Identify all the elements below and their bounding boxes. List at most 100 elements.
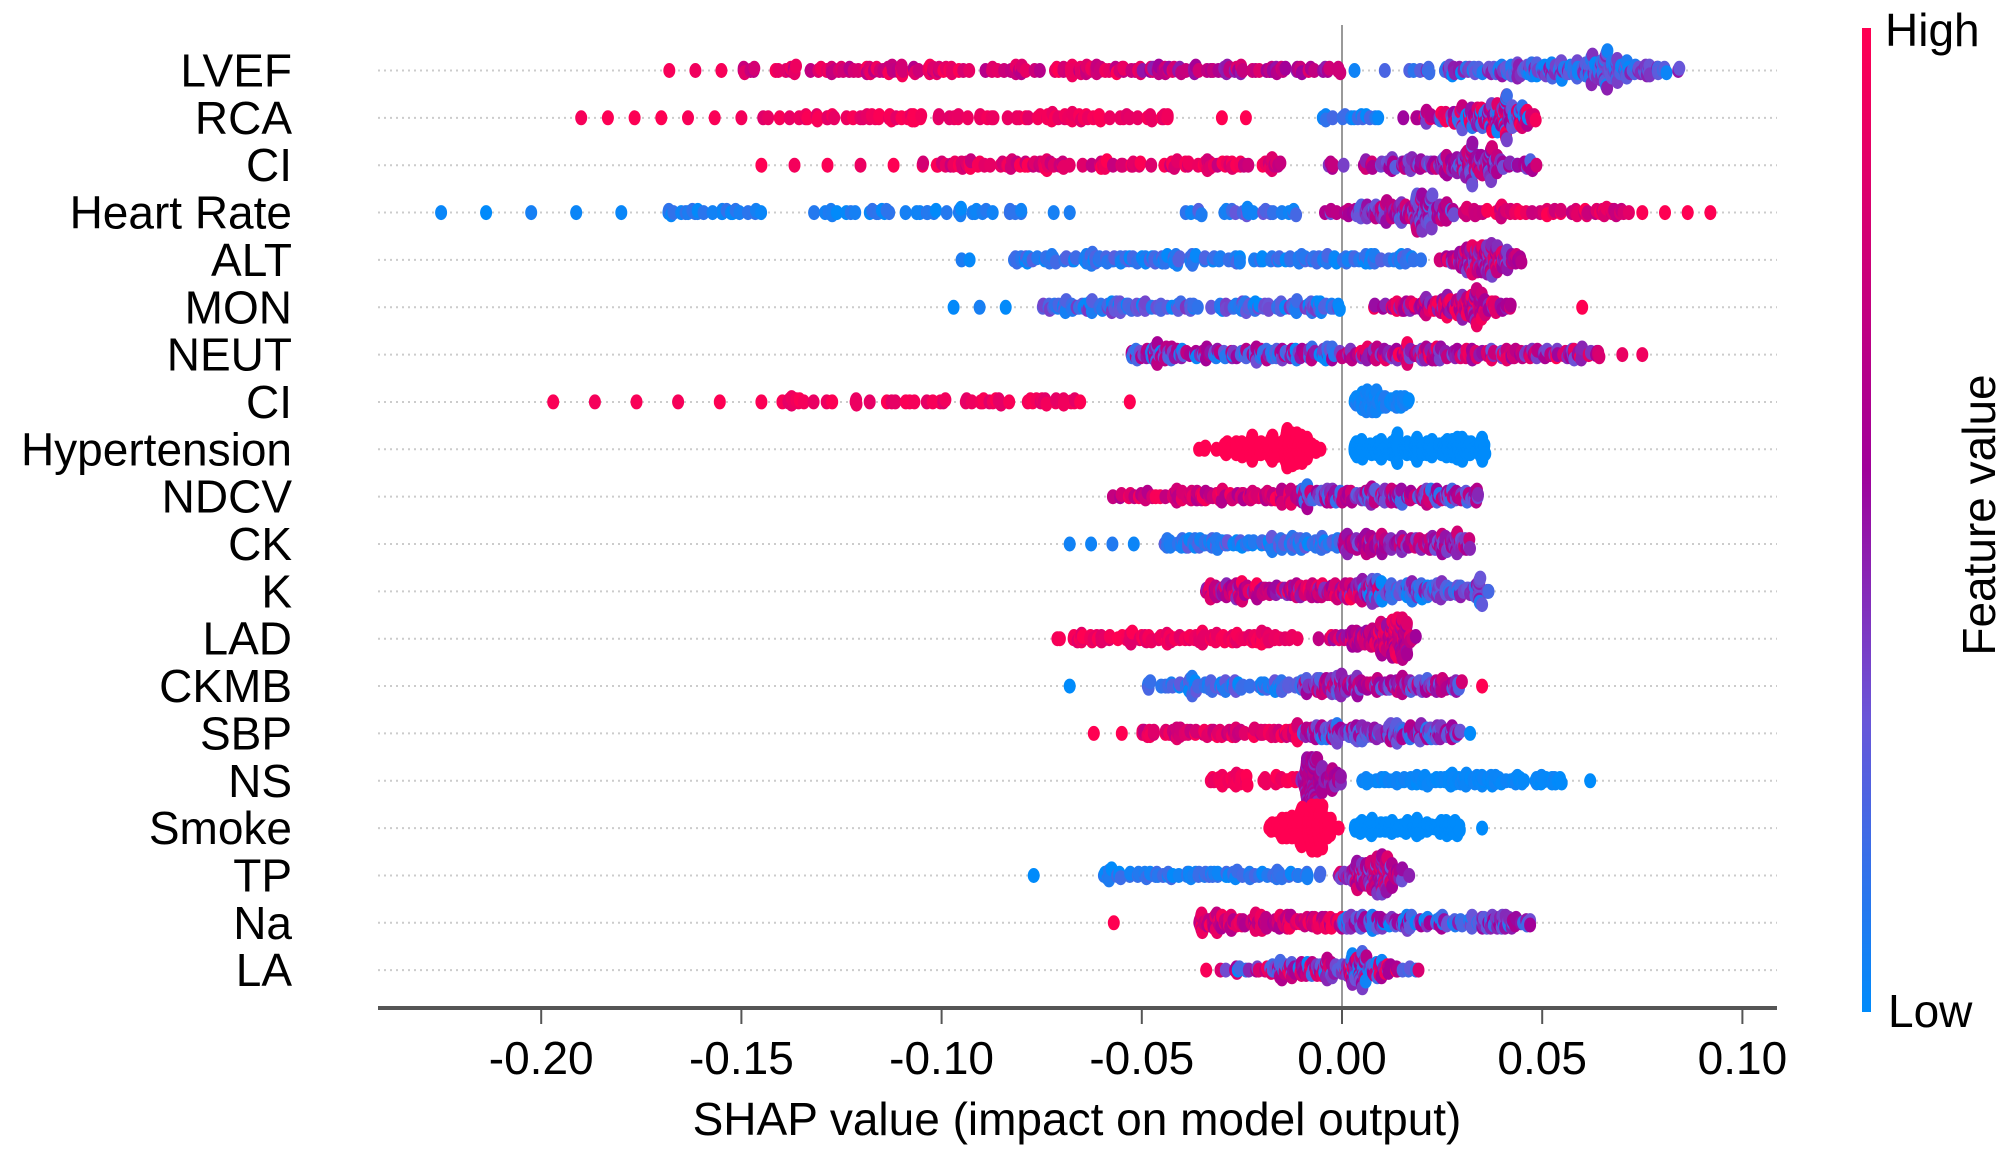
data-point (1476, 679, 1488, 694)
data-point (1505, 298, 1517, 313)
data-point (1661, 65, 1673, 80)
data-point (1327, 158, 1339, 173)
data-point (1240, 110, 1252, 125)
data-point (1479, 446, 1491, 461)
data-point (672, 394, 684, 409)
data-point (1593, 349, 1605, 364)
data-point (1292, 631, 1304, 646)
data-point (1234, 255, 1246, 270)
data-point (1335, 769, 1347, 784)
data-point (917, 156, 929, 171)
data-point (855, 158, 867, 173)
data-point (849, 205, 861, 220)
data-point (1000, 300, 1012, 315)
data-point (480, 205, 492, 220)
data-point (1145, 158, 1157, 173)
data-point (963, 63, 975, 78)
data-point (1135, 156, 1147, 171)
data-point (1448, 207, 1460, 222)
data-point (1334, 65, 1346, 80)
data-point (790, 59, 802, 74)
data-point (1315, 442, 1327, 457)
data-point (826, 394, 838, 409)
data-point (715, 63, 727, 78)
data-point (1349, 63, 1361, 78)
data-point (1064, 679, 1076, 694)
data-point (1074, 394, 1086, 409)
data-point (1401, 647, 1413, 662)
data-point (1379, 63, 1391, 78)
data-point (1476, 597, 1488, 612)
data-point (1338, 158, 1350, 173)
data-point (547, 394, 559, 409)
data-point (962, 110, 974, 125)
data-point (933, 108, 945, 123)
data-point (908, 394, 920, 409)
data-point (435, 205, 447, 220)
data-point (1144, 674, 1156, 689)
data-point (1483, 584, 1495, 599)
data-point (1116, 726, 1128, 741)
data-point (939, 392, 951, 407)
data-point (1623, 205, 1635, 220)
data-point (1106, 537, 1118, 552)
data-point (689, 63, 701, 78)
data-point (1192, 300, 1204, 315)
data-point (1196, 207, 1208, 222)
data-point (1242, 158, 1254, 173)
data-point (602, 110, 614, 125)
data-point (1148, 724, 1160, 739)
data-point (1636, 205, 1648, 220)
data-point (631, 394, 643, 409)
data-point (1085, 537, 1097, 552)
data-point (1401, 616, 1413, 631)
data-point (915, 108, 927, 123)
data-point (1518, 773, 1530, 788)
data-point (964, 252, 976, 267)
data-point (1003, 394, 1015, 409)
data-point (987, 205, 999, 220)
data-point (1104, 110, 1116, 125)
data-point (1334, 302, 1346, 317)
data-point (941, 205, 953, 220)
data-point (1028, 868, 1040, 883)
data-point (1682, 205, 1694, 220)
data-point (1128, 537, 1140, 552)
data-point (755, 158, 767, 173)
data-point (615, 205, 627, 220)
data-point (1530, 158, 1542, 173)
data-point (1392, 426, 1404, 441)
data-point (1397, 110, 1409, 125)
data-point (570, 205, 582, 220)
data-point (1015, 203, 1027, 218)
data-point (1410, 629, 1422, 644)
data-point (1199, 440, 1211, 455)
data-point (575, 110, 587, 125)
data-point (948, 300, 960, 315)
data-point (864, 394, 876, 409)
data-point (1242, 778, 1254, 793)
data-point (1088, 726, 1100, 741)
data-point (1636, 347, 1648, 362)
data-point (984, 158, 996, 173)
data-point (1576, 300, 1588, 315)
data-point (1555, 203, 1567, 218)
data-point (714, 394, 726, 409)
data-point (988, 110, 1000, 125)
data-point (851, 397, 863, 412)
data-point (1313, 631, 1325, 646)
feature-rows (378, 71, 1777, 971)
data-point (629, 110, 641, 125)
data-point (1316, 799, 1328, 814)
data-point (1423, 65, 1435, 80)
data-point (1476, 821, 1488, 836)
data-point (1474, 571, 1486, 586)
data-point (1659, 205, 1671, 220)
data-point (748, 61, 760, 76)
data-point (1174, 250, 1186, 265)
data-point (1472, 487, 1484, 502)
data-point (1515, 255, 1527, 270)
data-point (1314, 866, 1326, 881)
data-point (1216, 110, 1228, 125)
